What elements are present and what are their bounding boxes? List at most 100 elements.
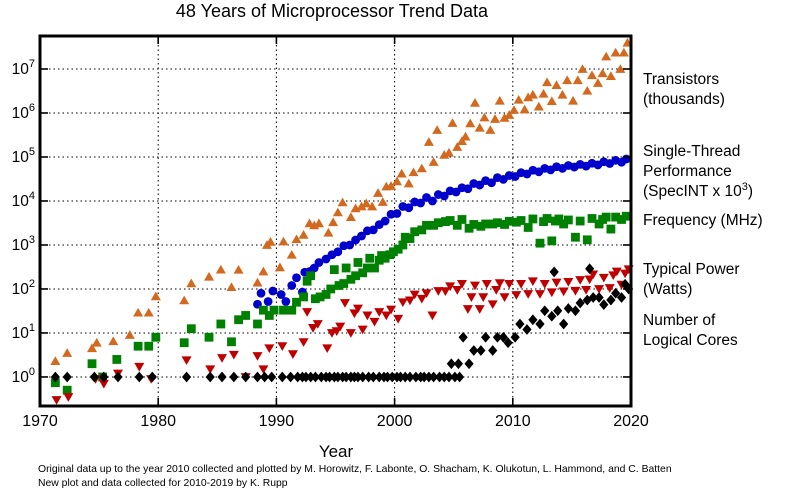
data-point	[279, 305, 288, 315]
data-point	[553, 305, 563, 317]
data-point	[353, 371, 363, 383]
data-point	[444, 371, 454, 383]
data-point	[599, 299, 609, 311]
data-point	[50, 378, 60, 388]
data-point	[538, 88, 549, 98]
data-point	[267, 371, 277, 383]
data-point	[504, 110, 515, 119]
data-point	[310, 371, 321, 383]
data-point	[301, 371, 311, 383]
data-point	[356, 201, 367, 211]
data-point	[575, 297, 585, 309]
data-point	[63, 393, 74, 402]
x-tick-label: 1970	[22, 413, 58, 430]
x-tick-label: 2000	[377, 413, 413, 430]
data-point	[423, 137, 434, 146]
data-point	[233, 264, 244, 274]
data-point	[335, 322, 346, 332]
series-square	[50, 211, 631, 395]
data-point	[381, 311, 392, 321]
data-point	[433, 287, 444, 296]
data-point	[547, 236, 557, 246]
y-tick-label: 106	[12, 102, 35, 122]
data-point	[450, 371, 460, 383]
data-point	[337, 197, 348, 207]
data-point	[387, 371, 397, 383]
data-point	[443, 147, 454, 157]
data-point	[341, 263, 351, 273]
data-point	[299, 292, 308, 302]
data-point	[112, 355, 122, 364]
x-tick-label: 2010	[495, 413, 531, 430]
data-point	[306, 271, 316, 281]
x-tick-label: 1990	[259, 413, 295, 430]
data-point	[268, 286, 278, 296]
data-point	[405, 371, 415, 383]
data-point	[559, 318, 569, 330]
data-point	[594, 292, 604, 303]
data-point	[313, 218, 324, 228]
data-point	[302, 308, 313, 317]
data-point	[404, 203, 414, 213]
data-point	[621, 211, 631, 221]
data-point	[293, 371, 303, 383]
data-point	[487, 178, 496, 188]
data-point	[298, 338, 309, 347]
y-tick-label: 101	[12, 322, 35, 342]
data-point	[386, 305, 397, 315]
legend-transistors-line-2: (thousands)	[643, 91, 725, 108]
data-point	[586, 70, 597, 80]
data-point	[605, 71, 616, 80]
data-point	[557, 89, 568, 99]
data-point	[265, 237, 276, 246]
series-triangle-up	[50, 37, 633, 365]
data-point	[572, 75, 583, 85]
data-point	[216, 319, 226, 329]
data-point	[362, 311, 373, 321]
data-point	[134, 362, 145, 372]
data-point	[150, 291, 161, 301]
data-point	[597, 68, 608, 78]
data-point	[380, 216, 390, 226]
data-point	[515, 318, 525, 330]
data-point	[51, 396, 62, 405]
data-point	[523, 92, 534, 102]
data-point	[494, 95, 505, 105]
data-point	[504, 216, 514, 226]
data-point	[419, 371, 429, 383]
data-point	[373, 188, 384, 197]
data-point	[228, 350, 239, 360]
data-point	[377, 197, 388, 206]
y-tick-label: 104	[12, 190, 35, 210]
data-point	[469, 345, 479, 356]
data-point	[363, 371, 374, 383]
footer-line-1: Original data up to the year 2010 collec…	[38, 464, 672, 475]
legend-transistors-line-1: Transistors	[643, 71, 719, 88]
data-point	[391, 176, 402, 186]
data-point	[427, 311, 438, 321]
data-point	[357, 231, 366, 241]
data-point	[462, 305, 473, 314]
data-point	[485, 125, 496, 134]
data-point	[370, 263, 379, 273]
data-point	[439, 191, 449, 201]
data-point	[89, 371, 99, 383]
data-point	[333, 371, 343, 383]
data-point	[306, 371, 316, 383]
data-point	[229, 371, 239, 383]
data-point	[408, 167, 419, 177]
data-point	[575, 276, 586, 285]
data-point	[479, 112, 490, 122]
data-point	[367, 201, 378, 211]
data-point	[62, 348, 73, 357]
data-point	[611, 267, 622, 277]
data-point	[464, 358, 474, 370]
data-point	[287, 350, 298, 359]
data-point	[292, 273, 301, 283]
data-point	[546, 96, 557, 106]
data-point	[179, 295, 190, 305]
x-tick-label: 1980	[140, 413, 176, 430]
data-point	[433, 218, 443, 228]
data-point	[494, 279, 505, 288]
data-point	[312, 320, 323, 329]
